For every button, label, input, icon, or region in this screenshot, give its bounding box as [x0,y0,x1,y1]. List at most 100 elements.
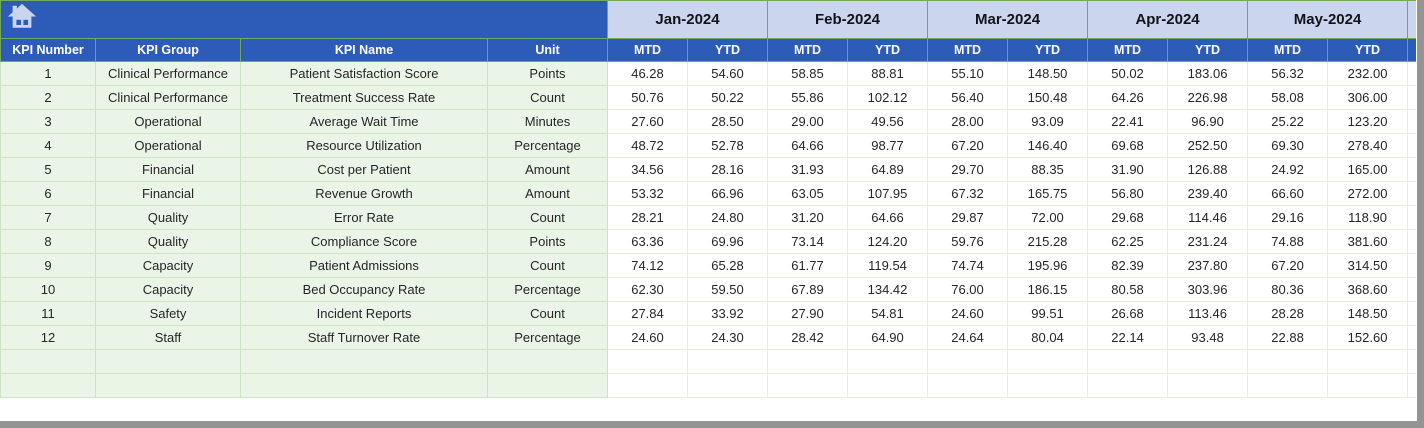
kpi-value-cell[interactable]: 69.68 [1087,133,1169,158]
kpi-number-cell[interactable]: 9 [0,253,96,278]
kpi-value-cell[interactable]: 56.32 [1247,61,1329,86]
kpi-value-cell[interactable]: 80.04 [1007,325,1089,350]
empty-cell[interactable] [1247,349,1329,374]
kpi-value-cell[interactable]: 381.60 [1327,229,1409,254]
empty-cell[interactable] [846,349,929,374]
kpi-value-cell[interactable]: 62.25 [1087,229,1169,254]
kpi-value-cell[interactable]: 24.60 [607,325,688,350]
kpi-number-cell[interactable]: 1 [0,61,96,86]
kpi-unit-cell[interactable]: Count [487,85,608,110]
kpi-value-cell[interactable]: 55.10 [927,61,1009,86]
kpi-value-cell[interactable]: 74.12 [607,253,688,278]
kpi-value-cell[interactable]: 28.42 [767,325,848,350]
empty-cell[interactable] [95,373,241,398]
kpi-value-cell[interactable]: 58.85 [767,61,848,86]
kpi-name-cell[interactable]: Compliance Score [240,229,488,254]
kpi-value-cell[interactable]: 67.32 [927,181,1009,206]
kpi-value-cell[interactable]: 31.93 [767,157,848,182]
kpi-unit-cell[interactable]: Amount [487,181,608,206]
kpi-value-cell[interactable]: 55.86 [767,85,848,110]
kpi-group-cell[interactable]: Staff [95,325,241,350]
kpi-value-cell[interactable]: 28.00 [927,109,1009,134]
empty-cell[interactable] [607,373,688,398]
kpi-value-cell[interactable]: 63.36 [607,229,688,254]
kpi-number-cell[interactable]: 11 [0,301,96,326]
empty-cell[interactable] [927,349,1009,374]
kpi-value-cell[interactable]: 123.20 [1327,109,1409,134]
kpi-unit-cell[interactable]: Points [487,229,608,254]
kpi-name-cell[interactable]: Error Rate [240,205,488,230]
kpi-value-cell[interactable]: 237.80 [1167,253,1249,278]
kpi-value-cell[interactable]: 26.68 [1087,301,1169,326]
kpi-value-cell[interactable]: 114.46 [1167,205,1249,230]
kpi-value-cell[interactable]: 148.50 [1327,301,1409,326]
kpi-value-cell[interactable]: 134.42 [846,277,929,302]
empty-cell[interactable] [687,373,768,398]
empty-cell[interactable] [767,349,848,374]
empty-cell[interactable] [927,373,1009,398]
empty-cell[interactable] [1087,349,1169,374]
empty-cell[interactable] [1247,373,1329,398]
kpi-value-cell[interactable]: 231.24 [1167,229,1249,254]
home-icon[interactable] [7,2,37,32]
kpi-value-cell[interactable]: 31.90 [1087,157,1169,182]
kpi-value-cell[interactable]: 74.88 [1247,229,1329,254]
kpi-name-cell[interactable]: Patient Admissions [240,253,488,278]
kpi-value-cell[interactable]: 80.58 [1087,277,1169,302]
kpi-value-cell[interactable]: 152.60 [1327,325,1409,350]
kpi-group-cell[interactable]: Capacity [95,253,241,278]
kpi-value-cell[interactable]: 24.60 [927,301,1009,326]
kpi-value-cell[interactable]: 64.89 [846,157,929,182]
kpi-number-cell[interactable]: 3 [0,109,96,134]
kpi-value-cell[interactable]: 63.05 [767,181,848,206]
kpi-name-cell[interactable]: Patient Satisfaction Score [240,61,488,86]
kpi-value-cell[interactable]: 195.96 [1007,253,1089,278]
kpi-value-cell[interactable]: 67.20 [927,133,1009,158]
kpi-name-cell[interactable]: Cost per Patient [240,157,488,182]
kpi-value-cell[interactable]: 28.28 [1247,301,1329,326]
kpi-value-cell[interactable]: 64.66 [846,205,929,230]
kpi-value-cell[interactable]: 232.00 [1327,61,1409,86]
kpi-value-cell[interactable]: 29.87 [927,205,1009,230]
kpi-value-cell[interactable]: 29.70 [927,157,1009,182]
kpi-value-cell[interactable]: 28.50 [687,109,768,134]
kpi-value-cell[interactable]: 56.80 [1087,181,1169,206]
kpi-group-cell[interactable]: Clinical Performance [95,61,241,86]
kpi-value-cell[interactable]: 148.50 [1007,61,1089,86]
kpi-value-cell[interactable]: 93.09 [1007,109,1089,134]
empty-cell[interactable] [687,349,768,374]
kpi-value-cell[interactable]: 113.46 [1167,301,1249,326]
kpi-value-cell[interactable]: 82.39 [1087,253,1169,278]
kpi-value-cell[interactable]: 239.40 [1167,181,1249,206]
kpi-number-cell[interactable]: 2 [0,85,96,110]
kpi-value-cell[interactable]: 64.26 [1087,85,1169,110]
kpi-group-cell[interactable]: Operational [95,109,241,134]
empty-cell[interactable] [95,349,241,374]
kpi-value-cell[interactable]: 54.60 [687,61,768,86]
empty-cell[interactable] [487,373,608,398]
kpi-value-cell[interactable]: 59.76 [927,229,1009,254]
kpi-value-cell[interactable]: 102.12 [846,85,929,110]
kpi-value-cell[interactable]: 50.76 [607,85,688,110]
kpi-name-cell[interactable]: Incident Reports [240,301,488,326]
empty-cell[interactable] [607,349,688,374]
kpi-name-cell[interactable]: Resource Utilization [240,133,488,158]
kpi-group-cell[interactable]: Financial [95,157,241,182]
kpi-value-cell[interactable]: 62.30 [607,277,688,302]
empty-cell[interactable] [1007,349,1089,374]
kpi-value-cell[interactable]: 65.28 [687,253,768,278]
kpi-unit-cell[interactable]: Percentage [487,277,608,302]
kpi-value-cell[interactable]: 124.20 [846,229,929,254]
kpi-unit-cell[interactable]: Count [487,253,608,278]
empty-cell[interactable] [1167,373,1249,398]
empty-cell[interactable] [1087,373,1169,398]
kpi-unit-cell[interactable]: Amount [487,157,608,182]
kpi-value-cell[interactable]: 29.16 [1247,205,1329,230]
kpi-group-cell[interactable]: Capacity [95,277,241,302]
kpi-unit-cell[interactable]: Minutes [487,109,608,134]
kpi-value-cell[interactable]: 69.30 [1247,133,1329,158]
kpi-value-cell[interactable]: 61.77 [767,253,848,278]
empty-cell[interactable] [0,373,96,398]
kpi-value-cell[interactable]: 88.35 [1007,157,1089,182]
kpi-number-cell[interactable]: 12 [0,325,96,350]
